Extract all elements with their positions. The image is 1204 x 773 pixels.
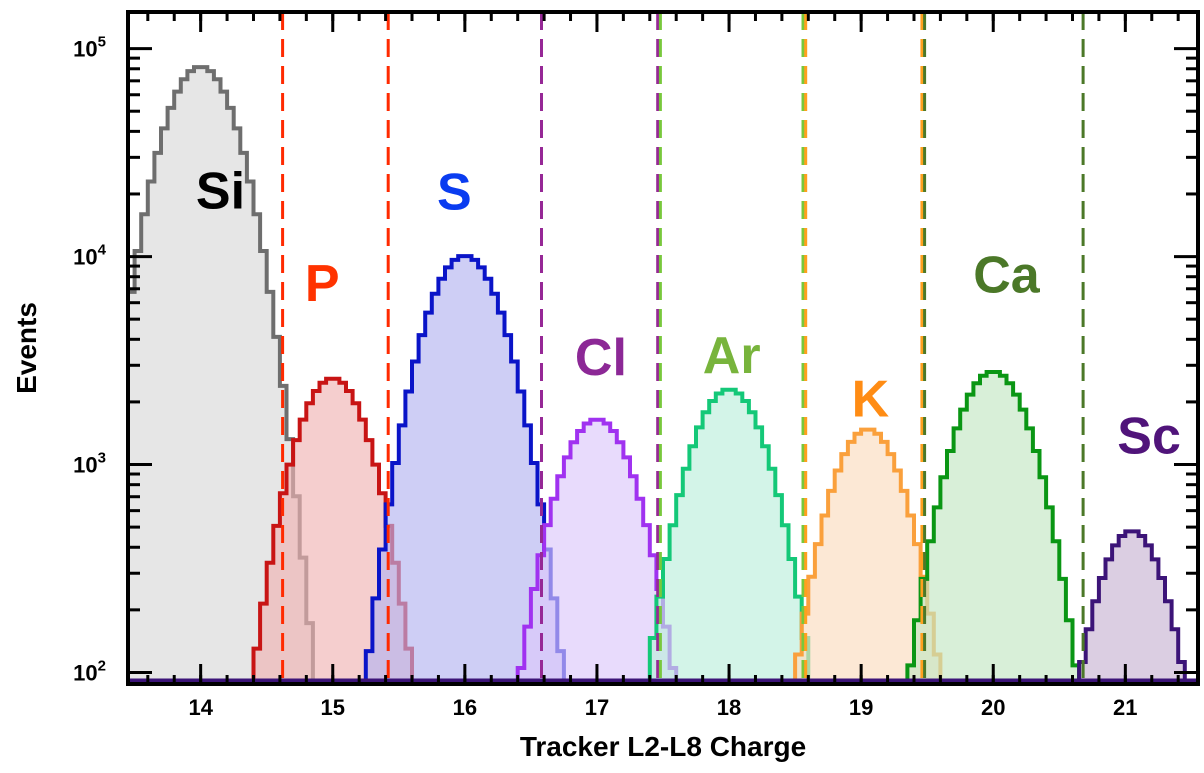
x-tick-label: 16 bbox=[453, 695, 477, 720]
y-tick-labels: 102 103 104 105 bbox=[73, 34, 106, 686]
histogram-layer bbox=[128, 65, 1198, 684]
y-axis-label: Events bbox=[11, 302, 42, 394]
label-cl: Cl bbox=[575, 329, 627, 387]
label-s: S bbox=[437, 164, 472, 222]
label-sc: Sc bbox=[1117, 408, 1181, 466]
histogram-sc bbox=[1004, 529, 1198, 684]
label-ar: Ar bbox=[703, 327, 761, 385]
label-si: Si bbox=[196, 163, 245, 221]
x-tick-label: 21 bbox=[1113, 695, 1137, 720]
label-p: P bbox=[305, 255, 340, 313]
x-axis-label: Tracker L2-L8 Charge bbox=[520, 731, 806, 762]
x-tick-label: 19 bbox=[849, 695, 873, 720]
y-tick-label: 103 bbox=[73, 450, 106, 478]
label-ca: Ca bbox=[973, 247, 1041, 305]
y-tick-label: 105 bbox=[73, 34, 106, 62]
label-k: K bbox=[852, 371, 890, 429]
plot-frame bbox=[126, 10, 1200, 686]
element-labels: Si P S Cl Ar K Ca Sc bbox=[196, 163, 1181, 466]
x-tick-label: 20 bbox=[981, 695, 1005, 720]
axis-ticks bbox=[128, 12, 1198, 684]
y-tick-label: 104 bbox=[73, 242, 106, 270]
x-tick-labels: 14 15 16 17 18 19 20 21 bbox=[188, 695, 1137, 720]
x-tick-label: 17 bbox=[585, 695, 609, 720]
charge-cut-lines bbox=[281, 12, 1085, 684]
y-tick-label: 102 bbox=[73, 658, 106, 686]
x-tick-label: 18 bbox=[717, 695, 741, 720]
x-tick-label: 15 bbox=[321, 695, 345, 720]
x-tick-label: 14 bbox=[188, 695, 213, 720]
